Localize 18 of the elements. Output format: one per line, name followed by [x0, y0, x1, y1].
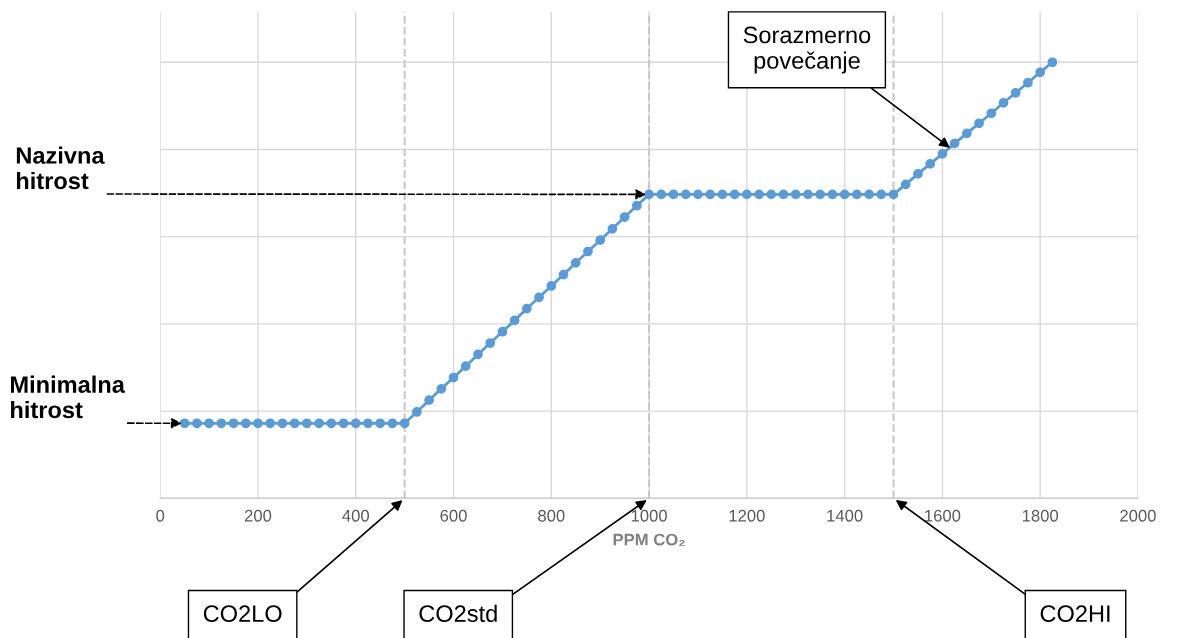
x-tick-label: 1800 — [1022, 509, 1059, 522]
x-tick-label: 1400 — [827, 509, 863, 522]
annotation: CO2LO — [203, 605, 282, 623]
x-tick-label: 800 — [538, 509, 565, 522]
x-axis-title: PPM CO₂ — [613, 533, 685, 546]
annotation: CO2HI — [1040, 605, 1110, 623]
annotation: Nazivna hitrost — [16, 146, 105, 190]
annotation: Minimalna hitrost — [11, 375, 126, 419]
annotation: CO2std — [419, 604, 497, 623]
x-tick-label: 1000 — [631, 509, 667, 522]
x-tick-label: 200 — [244, 509, 272, 522]
x-tick-label: 0 — [156, 509, 165, 522]
x-tick-label: 600 — [440, 509, 467, 522]
x-tick-label: 1600 — [925, 509, 961, 522]
x-tick-label: 1200 — [729, 509, 765, 522]
x-tick-label: 400 — [342, 509, 370, 522]
annotation: Sorazmerno povečanje — [743, 26, 871, 74]
x-tick-label: 2000 — [1120, 509, 1156, 522]
